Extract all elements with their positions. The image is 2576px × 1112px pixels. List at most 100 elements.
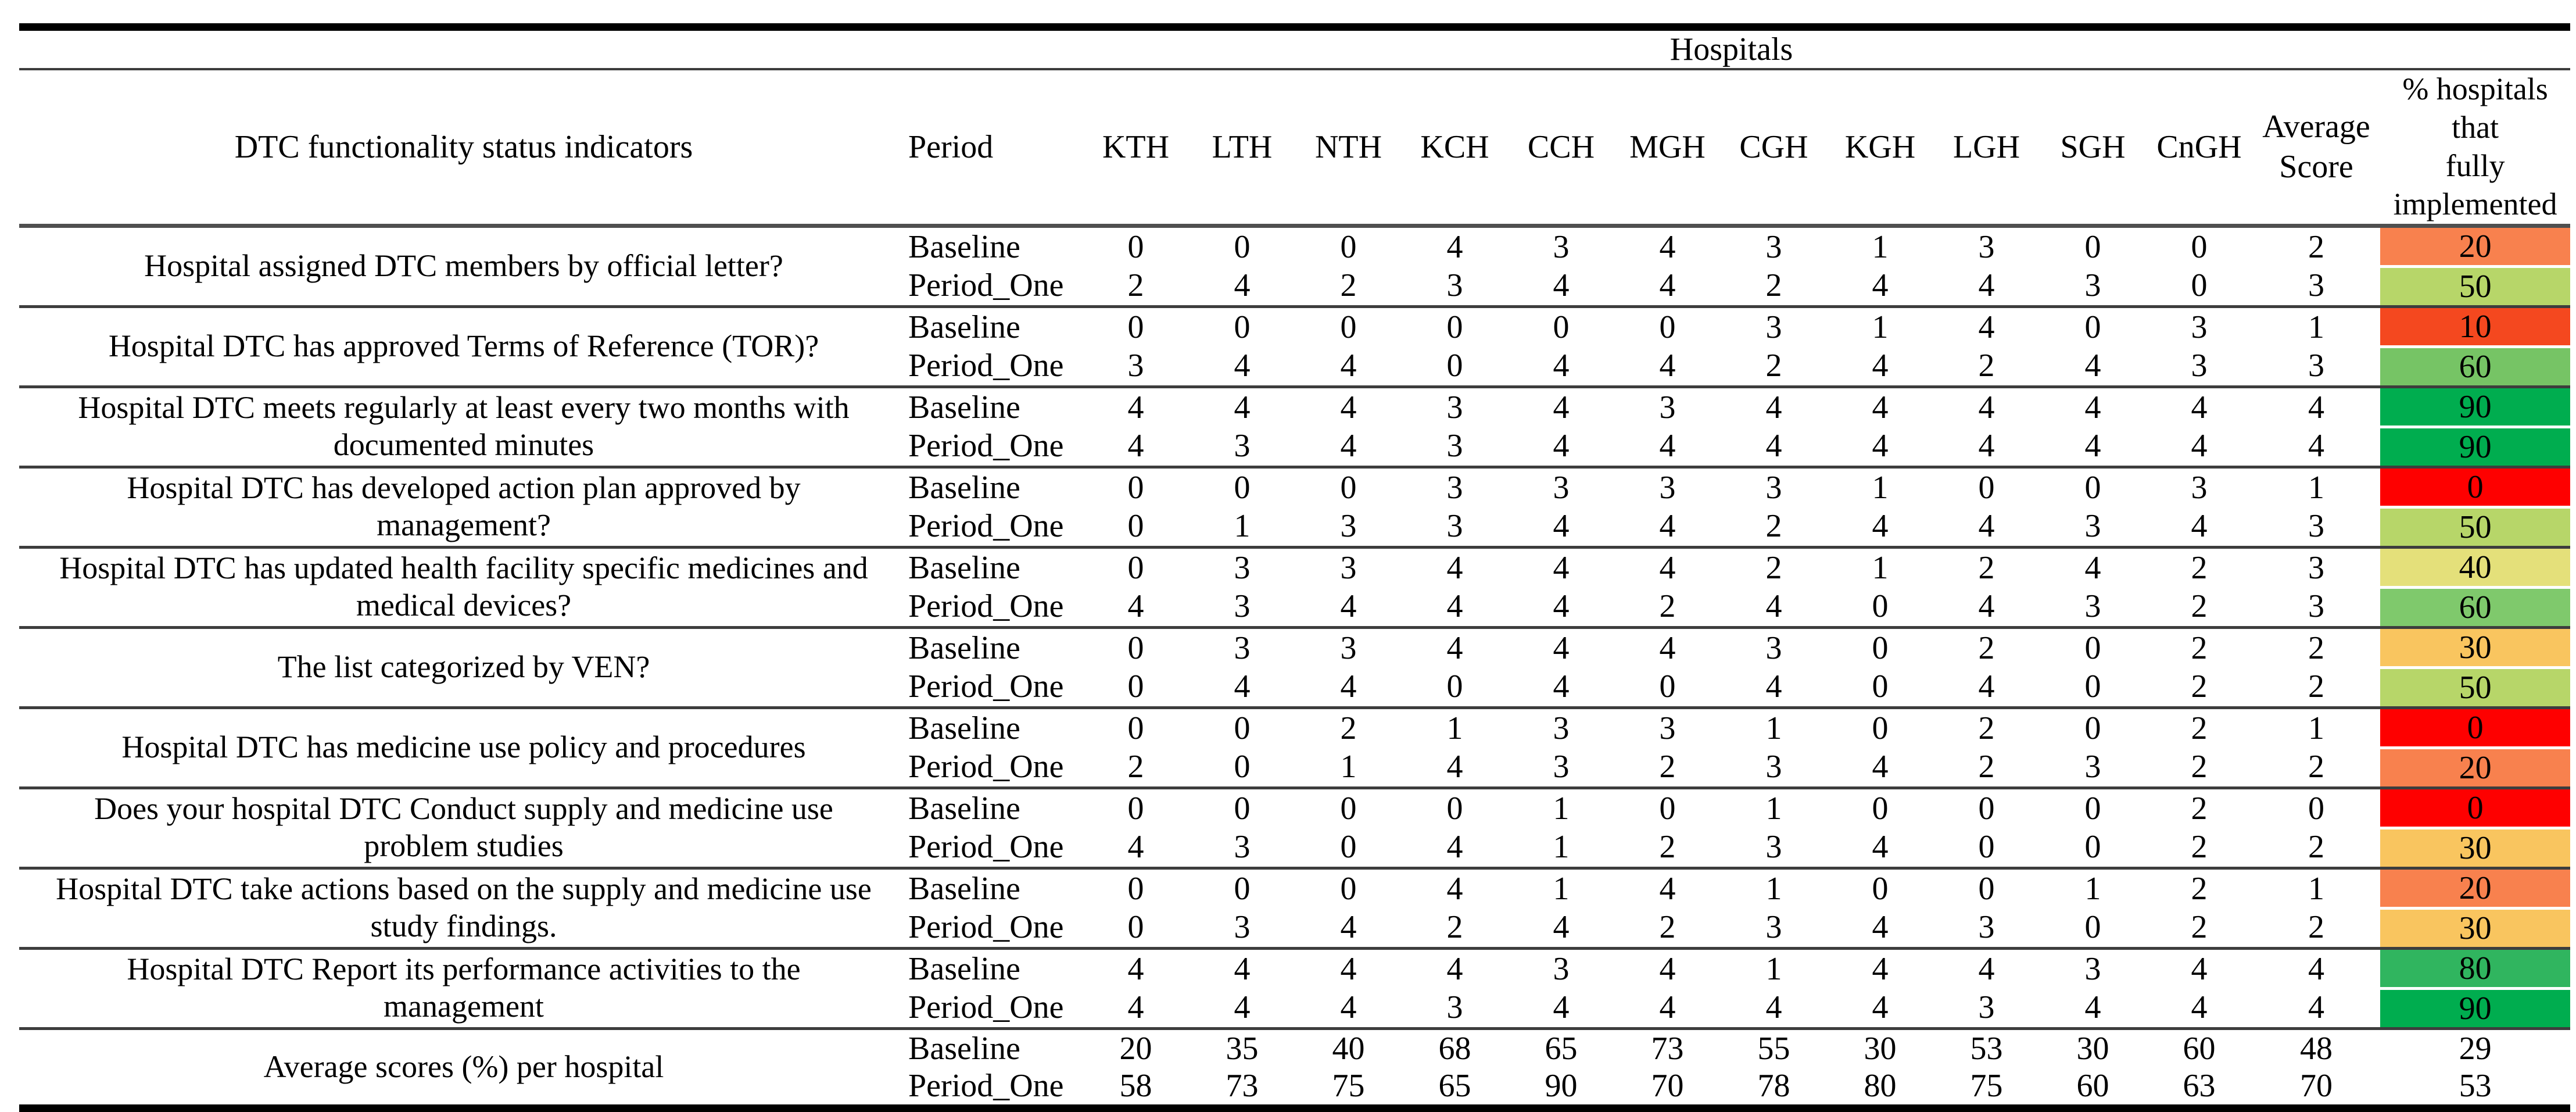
score-cell: 4 xyxy=(1553,348,1570,384)
score-cell: 0 xyxy=(1295,786,1402,828)
period-cell: Baseline xyxy=(908,385,1083,427)
score-cell: 0 xyxy=(1614,786,1721,828)
pct-implemented-cell: 60 xyxy=(2380,587,2571,627)
score-cell: 4 xyxy=(1872,508,1889,545)
period-cell: Baseline xyxy=(908,706,1083,748)
score-cell: 73 xyxy=(1614,1027,1721,1067)
score-cell: 1 xyxy=(1721,866,1827,908)
average-score-cell: 3 xyxy=(2308,348,2325,384)
score-cell: 4 xyxy=(1978,588,1995,625)
score-cell: 4 xyxy=(1978,428,1995,464)
score-cell: 3 xyxy=(2084,588,2101,625)
score-cell: 4 xyxy=(1446,588,1463,625)
pct-implemented-cell: 80 xyxy=(2380,946,2571,990)
score-cell: 2 xyxy=(2191,668,2208,705)
score-cell: 3 xyxy=(1446,508,1463,545)
score-cell: 3 xyxy=(1765,909,1782,946)
score-cell: 3 xyxy=(2146,305,2252,346)
score-cell: 0 xyxy=(1446,668,1463,705)
score-cell: 2 xyxy=(1127,749,1144,785)
score-cell: 35 xyxy=(1189,1027,1295,1067)
score-cell: 3 xyxy=(1189,625,1295,667)
score-cell: 3 xyxy=(2146,465,2252,507)
score-cell: 3 xyxy=(1614,385,1721,427)
score-cell: 1 xyxy=(1402,706,1508,748)
score-cell: 4 xyxy=(1765,989,1782,1026)
score-cell: 0 xyxy=(2040,465,2146,507)
col-header-hospital-lgh: LGH xyxy=(1933,69,2040,228)
pct-implemented-cell: 10 xyxy=(2380,305,2571,348)
score-cell: 0 xyxy=(2040,706,2146,748)
col-header-hospital-nth: NTH xyxy=(1295,69,1402,228)
score-cell: 4 xyxy=(1340,909,1357,946)
score-cell: 4 xyxy=(1234,989,1251,1026)
score-cell: 0 xyxy=(1189,866,1295,908)
score-cell: 0 xyxy=(1614,305,1721,346)
score-cell: 4 xyxy=(1340,668,1357,705)
pct-implemented-cell: 0 xyxy=(2380,786,2571,829)
score-cell: 1 xyxy=(1827,305,1933,346)
paper-table-page: Hospitals DTC functionality status indic… xyxy=(0,23,2576,1112)
indicator-cell: Hospital DTC has approved Terms of Refer… xyxy=(19,305,908,387)
score-cell: 1 xyxy=(1721,946,1827,988)
score-cell: 3 xyxy=(1508,706,1614,748)
score-cell: 4 xyxy=(1872,348,1889,384)
score-cell: 0 xyxy=(1295,866,1402,908)
average-score-cell: 2 xyxy=(2308,749,2325,785)
score-cell: 65 xyxy=(1508,1027,1614,1067)
score-cell: 2 xyxy=(1127,267,1144,304)
score-cell: 0 xyxy=(1978,829,1995,866)
score-cell: 3 xyxy=(1295,625,1402,667)
score-cell: 4 xyxy=(1553,508,1570,545)
score-cell: 2 xyxy=(1978,348,1995,384)
score-cell: 2 xyxy=(2191,749,2208,785)
score-cell: 4 xyxy=(1127,428,1144,464)
average-score-cell: 2 xyxy=(2308,909,2325,946)
score-cell: 4 xyxy=(1872,267,1889,304)
score-cell: 2 xyxy=(1765,348,1782,384)
period-cell: Period_One xyxy=(908,428,1064,464)
col-header-hospital-cngh: CnGH xyxy=(2146,69,2252,228)
score-cell: 4 xyxy=(1402,946,1508,988)
score-cell: 0 xyxy=(1127,228,1144,265)
table-row: Hospital DTC meets regularly at least ev… xyxy=(19,385,2571,467)
score-cell: 2 xyxy=(1659,749,1676,785)
pct-implemented-cell: 50 xyxy=(2380,667,2571,707)
score-cell: 3 xyxy=(1189,545,1295,587)
col-header-hospital-kch: KCH xyxy=(1402,69,1508,228)
indicator-cell: Hospital DTC take actions based on the s… xyxy=(19,866,908,948)
average-score-cell: 4 xyxy=(2308,989,2325,1026)
period-cell: Period_One xyxy=(908,989,1064,1026)
score-cell: 4 xyxy=(1189,385,1295,427)
score-cell: 0 xyxy=(1127,668,1144,705)
score-cell: 4 xyxy=(1340,989,1357,1026)
score-cell: 2 xyxy=(1765,267,1782,304)
score-cell: 0 xyxy=(2040,786,2146,828)
score-cell: 4 xyxy=(1827,385,1933,427)
score-cell: 0 xyxy=(1083,866,1189,908)
average-score-cell: 2 xyxy=(2308,668,2325,705)
score-cell: 60 xyxy=(2146,1027,2252,1067)
table-row: Hospital DTC Report its performance acti… xyxy=(19,946,2571,1028)
indicator-cell: Hospital assigned DTC members by officia… xyxy=(144,248,783,284)
score-cell: 0 xyxy=(1827,706,1933,748)
score-cell: 4 xyxy=(1402,545,1508,587)
table-body: Hospital assigned DTC members by officia… xyxy=(19,226,2571,1108)
col-header-period: Period xyxy=(908,69,1083,228)
score-cell: 4 xyxy=(2191,989,2208,1026)
score-cell: 0 xyxy=(1872,668,1889,705)
score-cell: 4 xyxy=(1340,348,1357,384)
col-header-hospital-lth: LTH xyxy=(1189,69,1295,228)
score-cell: 3 xyxy=(1295,545,1402,587)
score-cell: 0 xyxy=(1234,228,1251,265)
score-cell: 4 xyxy=(1765,588,1782,625)
col-header-pct-implemented: % hospitals that fully implemented xyxy=(2380,69,2571,228)
table-row: Period_One 4 3 0 4 1 2 3 4 0 0 2 2 30 xyxy=(19,828,2571,868)
score-cell: 40 xyxy=(1295,1027,1402,1067)
score-cell: 2 xyxy=(2146,786,2252,828)
period-cell: Baseline xyxy=(908,228,1020,265)
col-header-hospital-sgh: SGH xyxy=(2040,69,2146,228)
pct-implemented-cell: 50 xyxy=(2380,266,2571,306)
score-cell: 2 xyxy=(2146,866,2252,908)
score-cell: 1 xyxy=(1721,706,1827,748)
